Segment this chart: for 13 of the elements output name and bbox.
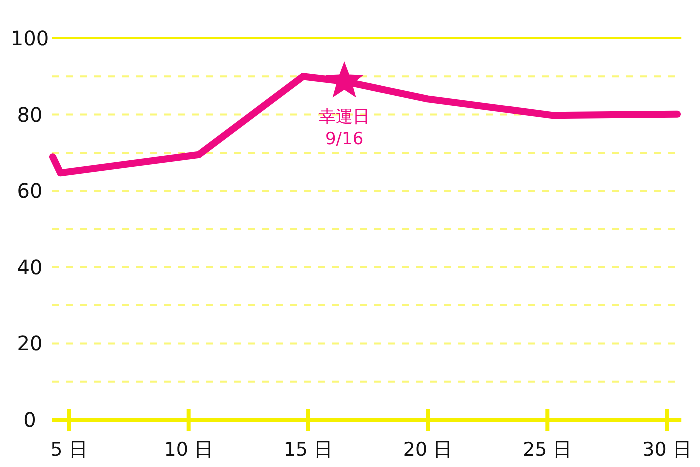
y-tick-label: 80 <box>17 102 43 127</box>
x-tick-label: 20 日 <box>403 439 453 461</box>
annotation: 幸運日 9/16 <box>319 108 370 150</box>
x-tick-label: 25 日 <box>523 439 572 461</box>
y-tick-label: 0 <box>24 408 36 432</box>
x-tick-label: 5 日 <box>50 439 88 461</box>
y-tick-label: 100 <box>10 26 50 50</box>
x-tick-label: 10 日 <box>164 439 214 461</box>
y-tick-label: 40 <box>17 255 43 280</box>
x-tick-label: 30 日 <box>642 439 692 461</box>
x-tick-label: 15 日 <box>284 439 334 461</box>
y-tick-label: 60 <box>17 179 43 204</box>
y-tick-label: 20 <box>17 332 43 356</box>
